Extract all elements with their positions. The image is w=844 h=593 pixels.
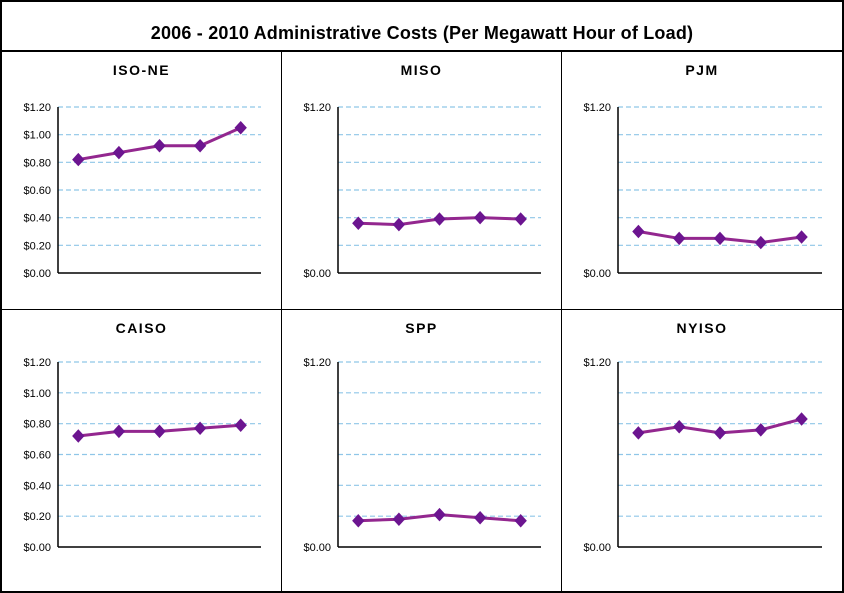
data-point-marker bbox=[754, 423, 767, 437]
data-point-marker bbox=[234, 121, 247, 135]
y-axis-label: $0.00 bbox=[583, 542, 611, 554]
panel-nyiso: NYISO $0.00 $1.20 bbox=[562, 310, 842, 591]
y-axis-label: $0.00 bbox=[23, 268, 51, 280]
y-axis-label: $1.00 bbox=[23, 388, 51, 400]
data-point-marker bbox=[795, 230, 808, 244]
chart-grid: ISO-NE $0.00 $0.20 $0.40 $0.60 $0.80 $1.00 $1.… bbox=[2, 52, 842, 591]
panel-iso-ne: ISO-NE $0.00 $0.20 $0.40 $0.60 $0.80 $1.00 $1.… bbox=[2, 52, 282, 310]
data-point-marker bbox=[673, 420, 686, 434]
y-axis-label: $0.00 bbox=[303, 268, 331, 280]
data-point-marker bbox=[72, 152, 85, 167]
data-point-marker bbox=[193, 421, 207, 436]
data-point-marker bbox=[632, 426, 645, 440]
data-point-marker bbox=[514, 514, 527, 528]
data-point-marker bbox=[392, 217, 406, 232]
data-point-marker bbox=[352, 514, 365, 528]
pjm-chart: $0.00 $1.20 bbox=[583, 102, 822, 280]
data-point-marker bbox=[112, 424, 126, 439]
spp-chart: $0.00 $1.20 bbox=[303, 357, 541, 554]
data-point-marker bbox=[754, 235, 767, 250]
panel-title-nyiso: NYISO bbox=[676, 320, 728, 336]
data-point-marker bbox=[234, 418, 247, 432]
data-point-marker bbox=[514, 212, 527, 226]
panel-title-caiso: CAISO bbox=[115, 320, 168, 336]
y-axis-label: $0.40 bbox=[23, 213, 51, 225]
data-point-marker bbox=[392, 512, 406, 526]
y-axis-label: $0.20 bbox=[23, 240, 51, 252]
data-point-marker bbox=[153, 138, 166, 153]
data-point-marker bbox=[713, 426, 727, 440]
panel-title-miso: MISO bbox=[400, 62, 443, 78]
y-axis-label: $1.20 bbox=[303, 102, 331, 114]
data-point-marker bbox=[795, 412, 808, 426]
panel-title-pjm: PJM bbox=[685, 62, 719, 78]
y-axis-label: $0.60 bbox=[23, 185, 51, 197]
data-point-marker bbox=[352, 216, 365, 230]
y-axis-label: $1.20 bbox=[23, 357, 51, 369]
y-axis-label: $0.00 bbox=[23, 542, 51, 554]
y-axis-label: $1.20 bbox=[583, 102, 611, 114]
data-point-marker bbox=[433, 507, 446, 522]
panel-pjm: PJM $0.00 $1.20 bbox=[562, 52, 842, 310]
data-point-marker bbox=[673, 231, 686, 246]
y-axis-label: $0.80 bbox=[23, 157, 51, 169]
title-row: 2006 - 2010 Administrative Costs (Per Me… bbox=[2, 2, 842, 52]
y-axis-label: $0.20 bbox=[23, 511, 51, 523]
y-axis-label: $0.00 bbox=[583, 268, 611, 280]
panel-title-spp: SPP bbox=[405, 320, 438, 336]
panel-caiso: CAISO $0.00 $0.20 $0.40 $0.60 $0.80 $1.00 $1.2… bbox=[2, 310, 282, 591]
data-point-marker bbox=[112, 145, 126, 160]
y-axis-label: $1.20 bbox=[583, 357, 611, 369]
y-axis-label: $1.20 bbox=[303, 357, 331, 369]
data-point-marker bbox=[473, 510, 487, 525]
panel-title-iso-ne: ISO-NE bbox=[112, 62, 171, 78]
nyiso-chart: $0.00 $1.20 bbox=[583, 357, 822, 554]
y-axis-label: $0.00 bbox=[303, 542, 331, 554]
caiso-chart: $0.00 $0.20 $0.40 $0.60 $0.80 $1.00 $1.20 bbox=[23, 357, 261, 554]
y-axis-label: $0.80 bbox=[23, 419, 51, 431]
page-title: 2006 - 2010 Administrative Costs (Per Me… bbox=[150, 23, 694, 43]
data-point-marker bbox=[433, 212, 446, 226]
y-axis-label: $0.60 bbox=[23, 450, 51, 462]
data-point-marker bbox=[72, 429, 85, 443]
data-point-marker bbox=[632, 224, 645, 239]
y-axis-label: $0.40 bbox=[23, 480, 51, 492]
iso-ne-chart: $0.00 $0.20 $0.40 $0.60 $0.80 $1.00 $1.20 bbox=[23, 102, 261, 280]
y-axis-label: $1.20 bbox=[23, 102, 51, 114]
data-point-marker bbox=[193, 138, 207, 153]
y-axis-label: $1.00 bbox=[23, 130, 51, 142]
data-point-marker bbox=[713, 231, 727, 246]
data-point-marker bbox=[473, 210, 487, 225]
panel-miso: MISO $0.00 $1.20 bbox=[282, 52, 562, 310]
data-point-marker bbox=[153, 424, 166, 439]
panel-spp: SPP $0.00 $1.20 bbox=[282, 310, 562, 591]
miso-chart: $0.00 $1.20 bbox=[303, 102, 541, 280]
